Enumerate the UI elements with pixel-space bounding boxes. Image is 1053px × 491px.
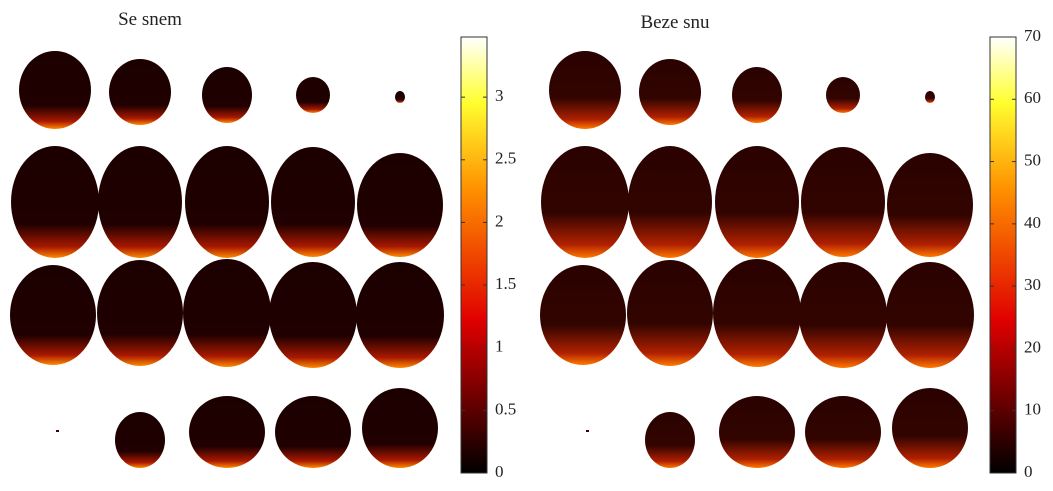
brain-slice [645, 412, 695, 468]
tick-label: 20 [1024, 337, 1041, 356]
brain-slice [109, 59, 171, 125]
brain-slice [19, 51, 91, 129]
brain-slice [715, 146, 799, 258]
brain-slice [887, 153, 973, 257]
brain-slice [826, 77, 860, 113]
brain-slice [362, 388, 438, 468]
panel-title: Beze snu [640, 12, 710, 33]
brain-dot [586, 430, 589, 432]
brain-slice [183, 259, 271, 367]
tick-label: 0 [1024, 462, 1033, 481]
tick-label: 0.5 [495, 399, 516, 418]
brain-slice [799, 262, 887, 368]
brain-slice [269, 262, 357, 368]
brain-slice [395, 91, 405, 103]
tick-label: 3 [495, 86, 504, 105]
brain-slice [713, 259, 801, 367]
brain-slice [886, 262, 974, 368]
brain-slice [271, 147, 355, 257]
brain-slice [115, 412, 165, 468]
brain-slice [185, 146, 269, 258]
tick-label: 50 [1024, 150, 1041, 169]
brain-slice [296, 77, 330, 113]
tick-label: 2 [495, 211, 504, 230]
brain-slice [202, 67, 252, 123]
tick-label: 1.5 [495, 274, 516, 293]
tick-label: 10 [1024, 400, 1041, 419]
brain-slice [549, 51, 621, 129]
brain-slice [356, 262, 444, 368]
brain-slice [540, 265, 626, 365]
brain-slice [627, 260, 713, 366]
tick-label: 1 [495, 337, 504, 356]
brain-slice [10, 265, 96, 365]
tick-label: 0 [495, 462, 504, 481]
colorbar [460, 36, 488, 474]
brain-slice [805, 396, 881, 468]
colorbar [989, 36, 1017, 474]
brain-dot [56, 430, 59, 432]
tick-label: 70 [1024, 26, 1041, 45]
brain-slice [801, 147, 885, 257]
brain-slice [639, 59, 701, 125]
tick-label: 40 [1024, 213, 1041, 232]
brain-slice [357, 153, 443, 257]
brain-slice [11, 146, 99, 258]
panel-title: Se snem [118, 9, 182, 30]
brain-slice [97, 260, 183, 366]
brain-slice [719, 396, 795, 468]
brain-slice [189, 396, 265, 468]
brain-slice [275, 396, 351, 468]
tick-label: 2.5 [495, 149, 516, 168]
brain-slice [628, 146, 712, 258]
brain-slice [98, 146, 182, 258]
brain-slice [925, 91, 935, 103]
brain-slice [541, 146, 629, 258]
tick-label: 30 [1024, 275, 1041, 294]
brain-slice [892, 388, 968, 468]
tick-label: 60 [1024, 88, 1041, 107]
brain-slice [732, 67, 782, 123]
